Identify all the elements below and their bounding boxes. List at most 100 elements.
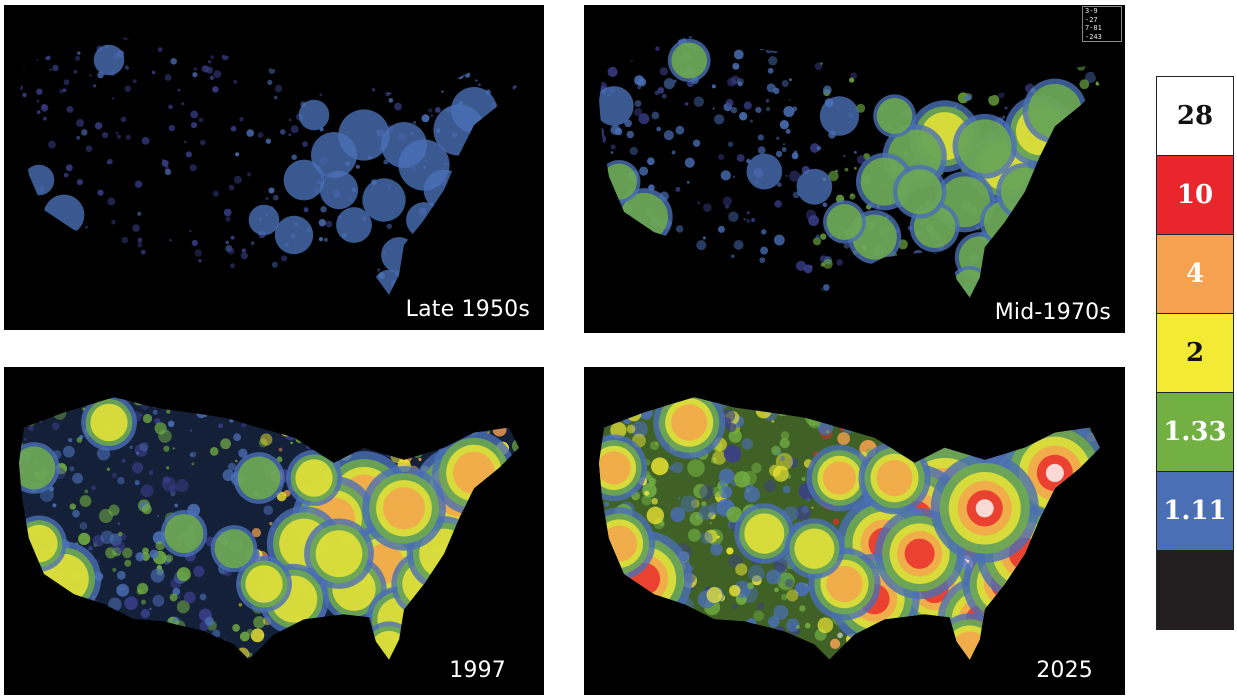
town-glow	[810, 143, 820, 153]
town-glow	[339, 654, 344, 659]
light-glow-layer	[599, 35, 1100, 298]
town-glow	[1058, 178, 1065, 184]
town-glow	[485, 547, 499, 561]
town-glow	[132, 79, 137, 84]
town-glow	[979, 410, 988, 419]
town-glow	[629, 146, 638, 156]
town-glow	[388, 442, 399, 453]
town-glow	[773, 234, 785, 246]
town-glow	[1040, 231, 1051, 243]
town-glow	[817, 419, 834, 436]
town-glow	[839, 656, 847, 660]
town-glow	[675, 652, 687, 660]
town-glow	[672, 602, 676, 606]
town-glow	[833, 397, 845, 406]
town-glow	[458, 70, 465, 78]
town-glow	[140, 484, 154, 498]
town-glow	[497, 112, 502, 117]
town-glow	[140, 400, 150, 410]
town-glow	[822, 202, 828, 208]
town-glow	[148, 470, 154, 476]
town-glow	[312, 287, 319, 294]
town-glow	[884, 400, 894, 410]
town-glow	[93, 84, 97, 88]
town-glow	[650, 274, 656, 280]
town-glow	[966, 397, 973, 401]
town-glow	[163, 445, 170, 452]
town-glow	[1093, 235, 1097, 240]
town-glow	[786, 618, 800, 632]
town-glow	[659, 297, 664, 298]
town-glow	[78, 532, 91, 546]
town-glow	[1025, 430, 1033, 437]
town-glow	[964, 56, 967, 60]
town-glow	[52, 64, 59, 72]
town-glow	[452, 236, 458, 241]
town-glow	[19, 617, 30, 629]
town-glow	[651, 111, 660, 120]
town-glow	[1079, 121, 1084, 125]
town-glow	[151, 554, 154, 558]
town-glow	[832, 518, 840, 525]
town-glow	[269, 403, 279, 413]
town-glow	[714, 287, 720, 293]
town-glow	[884, 414, 891, 421]
town-glow	[684, 614, 698, 628]
town-glow	[712, 450, 727, 465]
town-glow	[417, 266, 422, 272]
town-glow	[377, 268, 381, 272]
town-glow	[63, 79, 70, 86]
town-glow	[495, 112, 501, 118]
city-glow	[311, 132, 357, 178]
town-glow	[454, 612, 458, 616]
town-glow	[997, 634, 1014, 650]
town-glow	[1003, 412, 1011, 420]
town-glow	[826, 413, 829, 417]
scale-cell	[1157, 551, 1233, 630]
town-glow	[671, 150, 676, 155]
town-glow	[1060, 146, 1068, 154]
town-glow	[716, 653, 725, 660]
town-glow	[449, 602, 458, 612]
town-glow	[736, 154, 745, 162]
town-glow	[971, 400, 989, 418]
town-glow	[174, 264, 183, 273]
town-glow	[696, 240, 707, 251]
town-glow	[1055, 585, 1069, 599]
town-glow	[247, 172, 252, 177]
town-glow	[460, 567, 473, 580]
town-glow	[290, 441, 293, 445]
town-glow	[81, 129, 88, 136]
town-glow	[175, 479, 189, 493]
town-glow	[614, 37, 625, 48]
town-glow	[675, 225, 684, 233]
town-glow	[724, 645, 729, 650]
town-glow	[85, 225, 89, 229]
town-glow	[709, 619, 715, 624]
town-glow	[361, 653, 368, 660]
town-glow	[273, 194, 279, 201]
town-glow	[232, 624, 240, 632]
town-glow	[474, 221, 483, 230]
town-glow	[634, 100, 642, 108]
town-glow	[746, 211, 750, 215]
town-glow	[929, 651, 944, 660]
town-glow	[1082, 266, 1093, 278]
town-glow	[720, 274, 726, 279]
town-glow	[239, 631, 250, 642]
town-glow	[720, 632, 730, 641]
town-glow	[28, 36, 37, 44]
town-glow	[496, 568, 507, 579]
town-glow	[896, 425, 913, 443]
town-glow	[112, 540, 126, 554]
town-glow	[36, 88, 43, 95]
town-glow	[1088, 527, 1094, 534]
town-glow	[451, 172, 457, 177]
town-glow	[908, 255, 919, 266]
town-glow	[128, 397, 134, 403]
town-glow	[1064, 542, 1067, 546]
town-glow	[235, 459, 238, 463]
city-glow	[23, 164, 55, 196]
town-glow	[125, 397, 132, 402]
town-glow	[457, 619, 470, 632]
